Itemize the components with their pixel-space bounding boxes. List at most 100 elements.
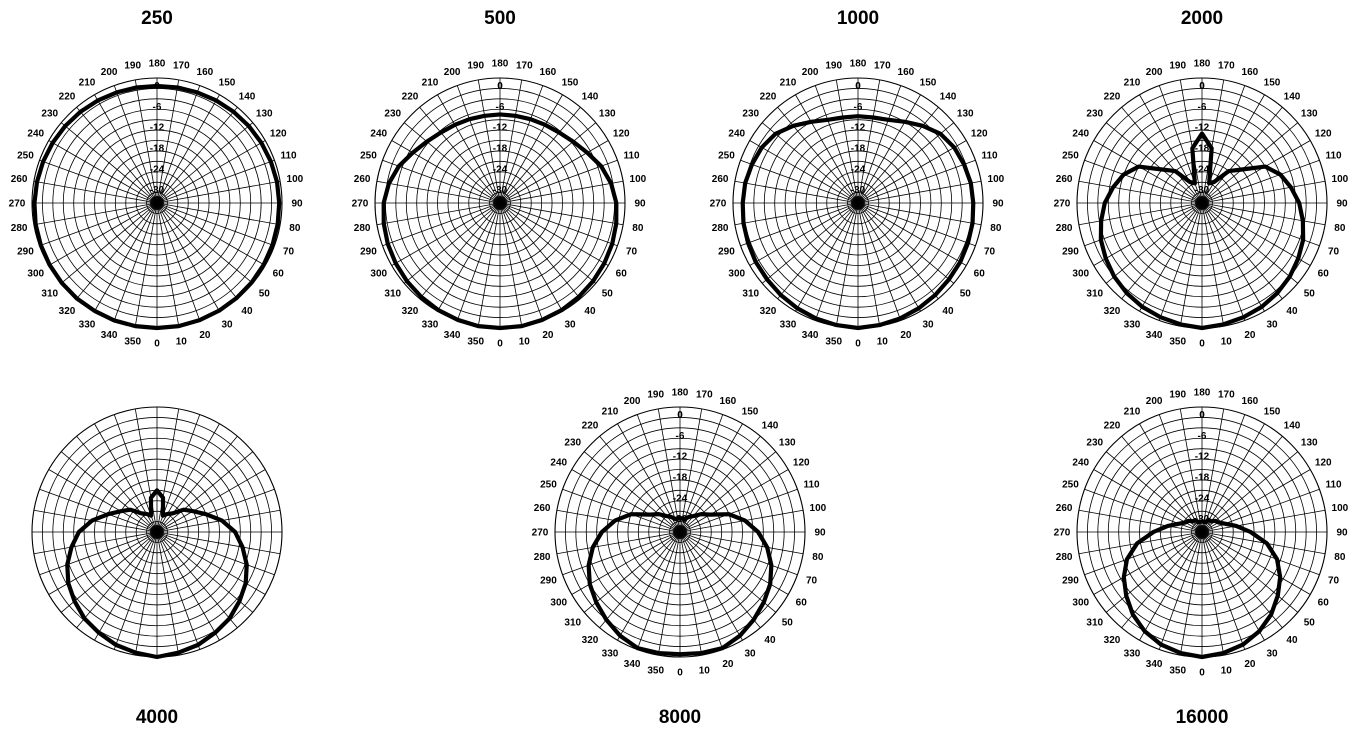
grid-spoke (499, 202, 581, 300)
radial-tick-label: -12 (673, 452, 688, 463)
grid-spoke (499, 202, 618, 247)
angle-tick-label: 100 (287, 174, 304, 185)
angle-tick-label: 240 (550, 458, 567, 469)
angle-tick-label: 0 (497, 339, 503, 350)
angle-tick-label: 200 (1146, 67, 1163, 78)
angle-tick-label: 90 (992, 199, 1004, 210)
angle-tick-label: 50 (960, 288, 972, 299)
angle-tick-label: 10 (877, 336, 889, 347)
angle-tick-label: 260 (712, 174, 729, 185)
angle-tick-label: 180 (1194, 59, 1211, 70)
angle-tick-label: 290 (360, 246, 377, 257)
response-curve-1000 (740, 114, 976, 331)
angle-tick-label: 50 (1304, 288, 1316, 299)
grid-spoke (39, 202, 158, 247)
angle-tick-label: 220 (59, 91, 76, 102)
angle-tick-label: 40 (241, 306, 253, 317)
angle-tick-label: 130 (1301, 109, 1318, 120)
grid-spoke (1105, 122, 1203, 204)
grid-spoke (60, 531, 158, 613)
angle-tick-label: 350 (1169, 336, 1186, 347)
grid-spoke (835, 79, 859, 204)
radial-tick-label: -30 (1195, 185, 1210, 196)
angle-tick-label: 170 (874, 61, 891, 72)
grid-spoke (76, 531, 158, 629)
grid-spoke (1078, 509, 1203, 533)
polar-chart-4000: 4000 (31, 406, 283, 728)
angle-tick-label: 30 (744, 649, 756, 660)
grid-spoke (679, 423, 743, 533)
grid-spoke (39, 488, 158, 533)
polar-center (851, 196, 865, 210)
grid-spoke (1201, 414, 1246, 533)
grid-spoke (419, 202, 501, 300)
grid-spoke (1201, 451, 1299, 533)
grid-spoke (1093, 202, 1203, 266)
angle-tick-label: 70 (1328, 246, 1340, 257)
grid-spoke (94, 531, 158, 641)
grid-spoke (1084, 531, 1203, 576)
angle-tick-label: 280 (712, 223, 729, 234)
grid-spoke (134, 531, 158, 656)
grid-spoke (33, 202, 158, 226)
grid-spoke (60, 202, 158, 284)
angle-tick-label: 340 (624, 659, 641, 670)
angle-tick-label: 290 (1062, 575, 1079, 586)
grid-spoke (814, 85, 859, 204)
chart-title: 1000 (837, 8, 879, 29)
angle-tick-label: 200 (624, 396, 641, 407)
grid-spoke (1084, 159, 1203, 204)
grid-spoke (1201, 202, 1225, 327)
grid-spoke (761, 202, 859, 284)
angle-tick-label: 260 (11, 174, 28, 185)
polar-center (493, 196, 507, 210)
angle-tick-label: 110 (280, 151, 297, 162)
angle-tick-label: 0 (677, 668, 683, 679)
angle-tick-label: 100 (810, 503, 827, 514)
grid-spoke (657, 408, 681, 533)
angle-tick-label: 110 (803, 480, 820, 491)
grid-spoke (437, 94, 501, 204)
grid-spoke (1201, 202, 1283, 300)
angle-tick-label: 250 (17, 151, 34, 162)
angle-tick-label: 100 (988, 174, 1005, 185)
grid-spoke (156, 451, 254, 533)
grid-spoke (571, 469, 681, 533)
grid-spoke (499, 202, 624, 226)
angle-tick-label: 110 (1325, 151, 1342, 162)
grid-spoke (156, 180, 281, 204)
grid-spoke (499, 202, 523, 327)
grid-spoke (857, 122, 955, 204)
grid-spoke (499, 202, 597, 284)
grid-spoke (76, 106, 158, 204)
grid-spoke (156, 202, 220, 312)
grid-spoke (1201, 106, 1283, 204)
angle-tick-label: 10 (1221, 665, 1233, 676)
angle-tick-label: 160 (898, 67, 915, 78)
angle-tick-label: 320 (402, 306, 419, 317)
radial-tick-label: -18 (851, 144, 866, 155)
grid-spoke (679, 531, 777, 613)
grid-spoke (156, 531, 180, 656)
angle-tick-label: 150 (742, 406, 759, 417)
angle-tick-label: 10 (176, 336, 188, 347)
grid-spoke (1158, 531, 1203, 650)
grid-spoke (382, 159, 501, 204)
angle-tick-label: 350 (825, 336, 842, 347)
radial-tick-label: -24 (150, 164, 165, 175)
grid-spoke (499, 85, 544, 204)
radial-tick-label: -18 (1195, 473, 1210, 484)
grid-spoke (1139, 94, 1203, 204)
angle-tick-label: 150 (1264, 77, 1281, 88)
angle-tick-label: 230 (1086, 109, 1103, 120)
angle-tick-label: 310 (564, 617, 581, 628)
grid-spoke (499, 122, 597, 204)
grid-spoke (1201, 531, 1311, 595)
grid-spoke (556, 531, 681, 555)
angle-tick-label: 330 (79, 320, 96, 331)
grid-spoke (156, 202, 275, 247)
grid-spoke (156, 202, 238, 300)
